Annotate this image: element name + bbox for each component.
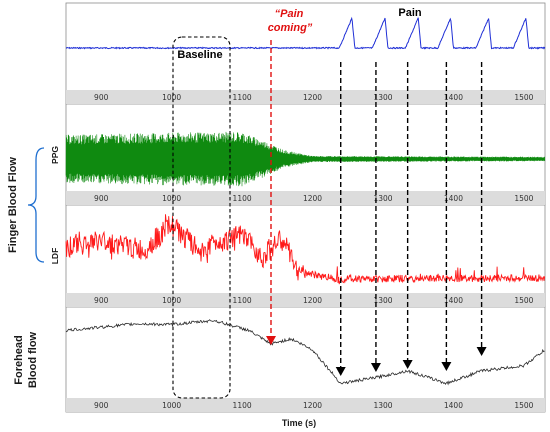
ppg-ylabel: PPG bbox=[50, 146, 60, 164]
x-tick-labels: 900 1000 1100 1200 1300 1400 1500 900 1000 1100 12… bbox=[94, 93, 534, 410]
x-tick-label: 1400 bbox=[444, 93, 463, 102]
x-tick-label: 1200 bbox=[303, 401, 322, 410]
x-tick-label: 1100 bbox=[233, 194, 252, 203]
x-tick-label: 1300 bbox=[373, 296, 392, 305]
x-tick-label: 900 bbox=[94, 93, 109, 102]
baseline-window-box bbox=[172, 36, 231, 399]
x-tick-label: 1100 bbox=[233, 296, 252, 305]
x-tick-label: 1000 bbox=[162, 296, 181, 305]
x-tick-label: 1100 bbox=[233, 401, 252, 410]
x-tick-label: 1100 bbox=[233, 93, 252, 102]
x-tick-label: 1200 bbox=[303, 296, 322, 305]
pain-event-arrowhead bbox=[335, 367, 346, 376]
x-tick-label: 1000 bbox=[162, 401, 181, 410]
x-tick-label: 1400 bbox=[444, 194, 463, 203]
forehead-tick-band bbox=[66, 398, 545, 412]
ldf-series-line bbox=[65, 214, 546, 285]
pain-panel-frame bbox=[65, 2, 546, 105]
x-tick-label: 1200 bbox=[303, 194, 322, 203]
pain-event-arrowhead bbox=[441, 362, 452, 371]
signal-traces bbox=[65, 16, 546, 386]
x-tick-label: 1500 bbox=[514, 401, 533, 410]
pain-event-arrowhead bbox=[402, 360, 413, 369]
forehead-ylabel-line1: Forehead bbox=[13, 335, 25, 385]
finger-bracket bbox=[27, 147, 45, 263]
x-tick-label: 1500 bbox=[514, 93, 533, 102]
ldf-ylabel: LDF bbox=[50, 248, 60, 265]
x-tick-label: 1300 bbox=[373, 194, 392, 203]
pain-tick-band bbox=[66, 90, 545, 104]
x-tick-label: 1200 bbox=[303, 93, 322, 102]
ldf-tick-band bbox=[66, 293, 545, 307]
pain-event-arrows bbox=[335, 62, 487, 376]
forehead-series-line bbox=[65, 319, 545, 386]
pain-coming-arrowhead bbox=[266, 336, 276, 345]
pain-event-arrowhead bbox=[476, 347, 487, 356]
forehead-panel-frame bbox=[65, 306, 546, 413]
x-tick-label: 1000 bbox=[162, 194, 181, 203]
x-tick-label: 1500 bbox=[514, 296, 533, 305]
x-tick-label: 1000 bbox=[162, 93, 181, 102]
ppg-series-line bbox=[65, 131, 546, 187]
x-tick-label: 1400 bbox=[444, 296, 463, 305]
pain-label: Pain bbox=[398, 7, 422, 19]
x-tick-label: 1500 bbox=[514, 194, 533, 203]
x-tick-label: 1300 bbox=[373, 93, 392, 102]
pain-coming-label-line1: “Pain bbox=[275, 8, 304, 20]
x-tick-label: 900 bbox=[94, 296, 109, 305]
x-axis-label: Time (s) bbox=[282, 418, 316, 428]
finger-blood-flow-label: Finger Blood Flow bbox=[7, 157, 19, 253]
x-tick-label: 1400 bbox=[444, 401, 463, 410]
x-tick-label: 900 bbox=[94, 194, 109, 203]
pain-coming-label-line2: coming” bbox=[268, 22, 313, 34]
ldf-panel-frame bbox=[65, 204, 546, 308]
x-tick-label: 1300 bbox=[373, 401, 392, 410]
pain-event-arrowhead bbox=[370, 363, 381, 372]
ppg-tick-band bbox=[66, 191, 545, 205]
pain-series-line bbox=[65, 16, 546, 50]
forehead-ylabel-line2: Blood flow bbox=[27, 331, 39, 388]
baseline-label: Baseline bbox=[177, 49, 222, 61]
x-tick-label: 900 bbox=[94, 401, 109, 410]
